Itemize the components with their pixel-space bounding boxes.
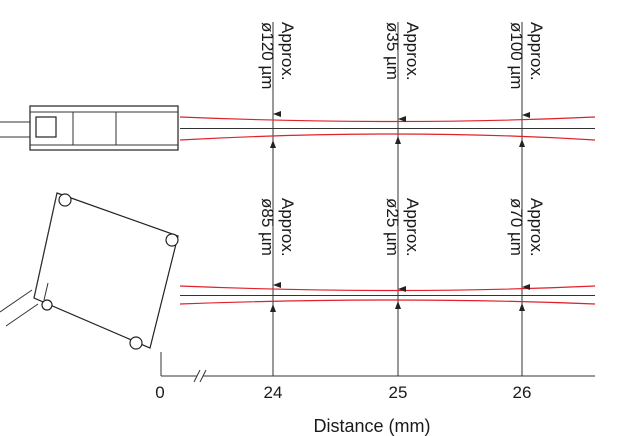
tick-label-0: 0 [155,383,164,402]
spot-label-top-3a: Approx. [527,22,546,81]
spot-label-top-1a: Approx. [278,22,297,81]
sensor-top-spot-labels: Approx. ø120 µm Approx. ø35 µm Approx. ø… [258,22,546,89]
x-axis [160,352,595,383]
sensor-top-beam [179,116,596,141]
sensor-bottom-beam [179,285,596,305]
sensor-bottom-spot-labels: Approx. ø85 µm Approx. ø25 µm Approx. ø7… [258,198,546,257]
spot-label-bottom-1b: ø85 µm [258,198,277,256]
spot-label-top-2a: Approx. [403,22,422,81]
guide-lines [272,22,523,376]
spot-label-top-2b: ø35 µm [383,22,402,80]
spot-label-bottom-3a: Approx. [527,198,546,257]
sensor-bottom-spot-arrows [270,262,530,312]
x-axis-title: Distance (mm) [313,416,430,436]
sensor-bottom-device [0,192,179,350]
tick-label-26: 26 [513,383,532,402]
spot-label-bottom-2a: Approx. [403,198,422,257]
x-axis-ticks: 0 24 25 26 [155,383,531,402]
tick-label-25: 25 [389,383,408,402]
spot-label-bottom-3b: ø70 µm [507,198,526,256]
sensor-top-device [0,105,179,151]
tick-label-24: 24 [264,383,283,402]
sensor-top-spot-arrows [270,90,530,148]
spot-label-top-3b: ø100 µm [507,22,526,89]
spot-label-bottom-2b: ø25 µm [383,198,402,256]
spot-label-top-1b: ø120 µm [258,22,277,89]
spot-label-bottom-1a: Approx. [278,198,297,257]
